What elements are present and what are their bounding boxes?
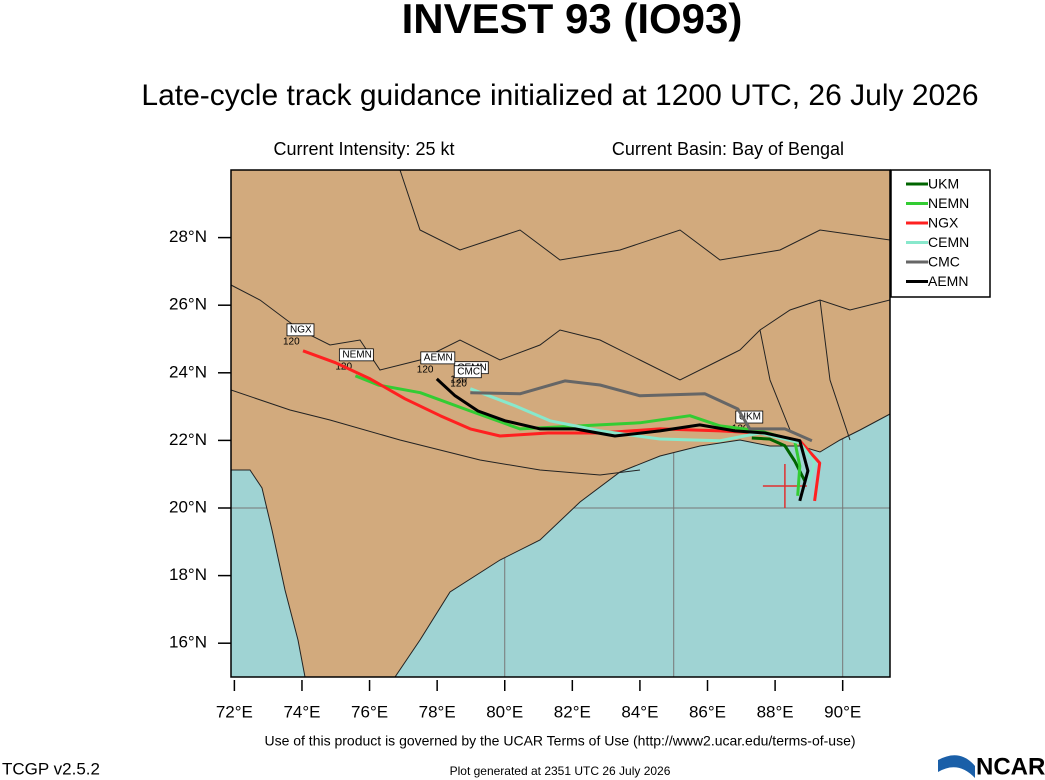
x-tick-label: 86°E	[689, 702, 726, 721]
subtitle: Late-cycle track guidance initialized at…	[141, 79, 978, 112]
track-name: NGX	[290, 324, 312, 335]
legend-label: AEMN	[928, 273, 968, 289]
current-basin: Current Basin: Bay of Bengal	[612, 139, 844, 159]
track-line	[469, 387, 817, 482]
track-name: AEMN	[424, 353, 453, 364]
legend-label: NEMN	[928, 195, 969, 211]
y-tick-label: 16°N	[169, 633, 207, 652]
version: TCGP v2.5.2	[2, 759, 100, 778]
border	[231, 389, 641, 476]
x-tick-label: 90°E	[824, 702, 861, 721]
legend-label: CEMN	[928, 234, 969, 250]
x-tick-label: 74°E	[283, 702, 320, 721]
track-hour: 120	[417, 365, 434, 376]
generated-time: Plot generated at 2351 UTC 26 July 2026	[450, 764, 671, 778]
current-intensity: Current Intensity: 25 kt	[273, 139, 454, 159]
y-tick-label: 24°N	[169, 362, 207, 381]
x-tick-label: 82°E	[554, 702, 591, 721]
y-tick-label: 26°N	[169, 295, 207, 314]
border	[399, 170, 890, 261]
track-hour: 120	[450, 374, 467, 385]
ncar-logo: NCAR	[938, 753, 1045, 780]
track-name: UKM	[739, 412, 761, 423]
legend: UKM NEMN NGX CEMN CMC AEMN	[890, 169, 991, 298]
track-name: NEMN	[342, 349, 371, 360]
track-line	[751, 436, 807, 482]
y-tick-label: 28°N	[169, 227, 207, 246]
border	[231, 284, 890, 381]
track-line	[470, 379, 813, 443]
map: UKM120NEMN120NGX120CEMN120CMC120AEMN120 …	[169, 169, 891, 721]
y-tick-label: 22°N	[169, 430, 207, 449]
logo-mark	[938, 755, 975, 778]
terms-of-use: Use of this product is governed by the U…	[264, 733, 855, 749]
label-box	[420, 351, 456, 365]
track-name: CMC	[457, 366, 480, 377]
x-tick-label: 78°E	[419, 702, 456, 721]
x-tick-label: 84°E	[621, 702, 658, 721]
coastline	[231, 469, 306, 677]
label-box	[453, 365, 482, 379]
legend-box	[890, 169, 991, 298]
legend-label: NGX	[928, 215, 959, 231]
border	[759, 299, 851, 441]
legend-label: CMC	[928, 254, 960, 270]
borders	[231, 170, 890, 677]
coastline	[394, 413, 890, 677]
legend-label: UKM	[928, 176, 959, 192]
x-tick-label: 80°E	[486, 702, 523, 721]
y-tick-label: 18°N	[169, 565, 207, 584]
logo-text: NCAR	[976, 753, 1045, 780]
plot-frame	[230, 169, 891, 678]
track-hour: 120	[450, 378, 467, 389]
label-box	[286, 323, 315, 337]
x-tick-label: 72°E	[216, 702, 253, 721]
track-line	[435, 377, 810, 502]
title: INVEST 93 (IO93)	[402, 0, 743, 42]
x-tick-label: 76°E	[351, 702, 388, 721]
label-box	[338, 348, 374, 362]
track-hour: 120	[283, 336, 300, 347]
y-tick-label: 20°N	[169, 497, 207, 516]
x-tick-label: 88°E	[757, 702, 794, 721]
